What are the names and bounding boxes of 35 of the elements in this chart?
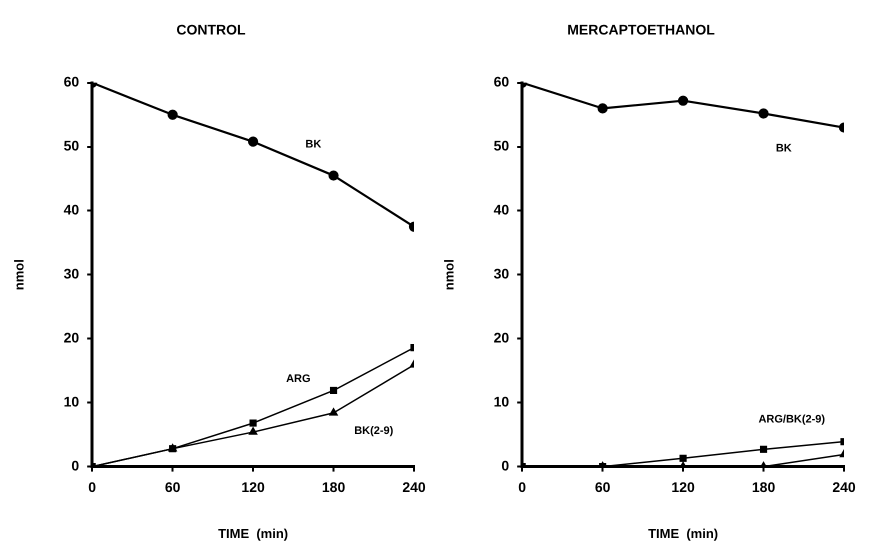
x-tick-label: 180 <box>752 478 776 495</box>
x-tick-label: 0 <box>88 478 96 495</box>
x-tick-label: 60 <box>594 478 611 495</box>
x-tick-label: 180 <box>322 478 346 495</box>
y-tick-label: 30 <box>64 266 80 282</box>
series-label: ARG <box>286 372 311 385</box>
y-tick-label: 60 <box>494 74 510 90</box>
text: BK <box>776 142 792 155</box>
y-tick-label: 40 <box>64 202 80 218</box>
y-tick-label: 60 <box>64 74 80 90</box>
y-axis-title: nmol <box>11 259 26 290</box>
chart-title: CONTROL <box>176 21 246 38</box>
series-label: BK(2-9) <box>354 424 394 437</box>
y-tick-label: 0 <box>71 457 80 474</box>
x-tick-label: 240 <box>402 478 426 495</box>
y-tick-label: 50 <box>494 138 510 154</box>
x-axis-title: TIME (min) <box>648 526 718 541</box>
x-tick-label: 120 <box>241 478 265 495</box>
y-tick-label: 20 <box>494 330 510 346</box>
y-tick-label: 0 <box>501 457 510 474</box>
y-tick-label: 10 <box>494 393 510 410</box>
x-tick-label: 60 <box>164 478 181 495</box>
chart-title: MERCAPTOETHANOL <box>567 21 716 38</box>
x-tick-label: 240 <box>832 478 856 495</box>
y-tick-label: 50 <box>64 138 80 154</box>
y-tick-label: 40 <box>494 202 510 218</box>
x-tick-label: 120 <box>671 478 695 495</box>
x-axis-title: TIME (min) <box>218 526 288 541</box>
x-tick-label: 0 <box>518 478 526 495</box>
series-label: ARG/BK(2-9) <box>758 414 826 426</box>
y-axis-title: nmol <box>441 259 456 290</box>
y-tick-label: 20 <box>64 330 80 346</box>
series-label: BK <box>305 138 322 151</box>
y-tick-label: 10 <box>64 393 80 410</box>
y-tick-label: 30 <box>494 266 510 282</box>
